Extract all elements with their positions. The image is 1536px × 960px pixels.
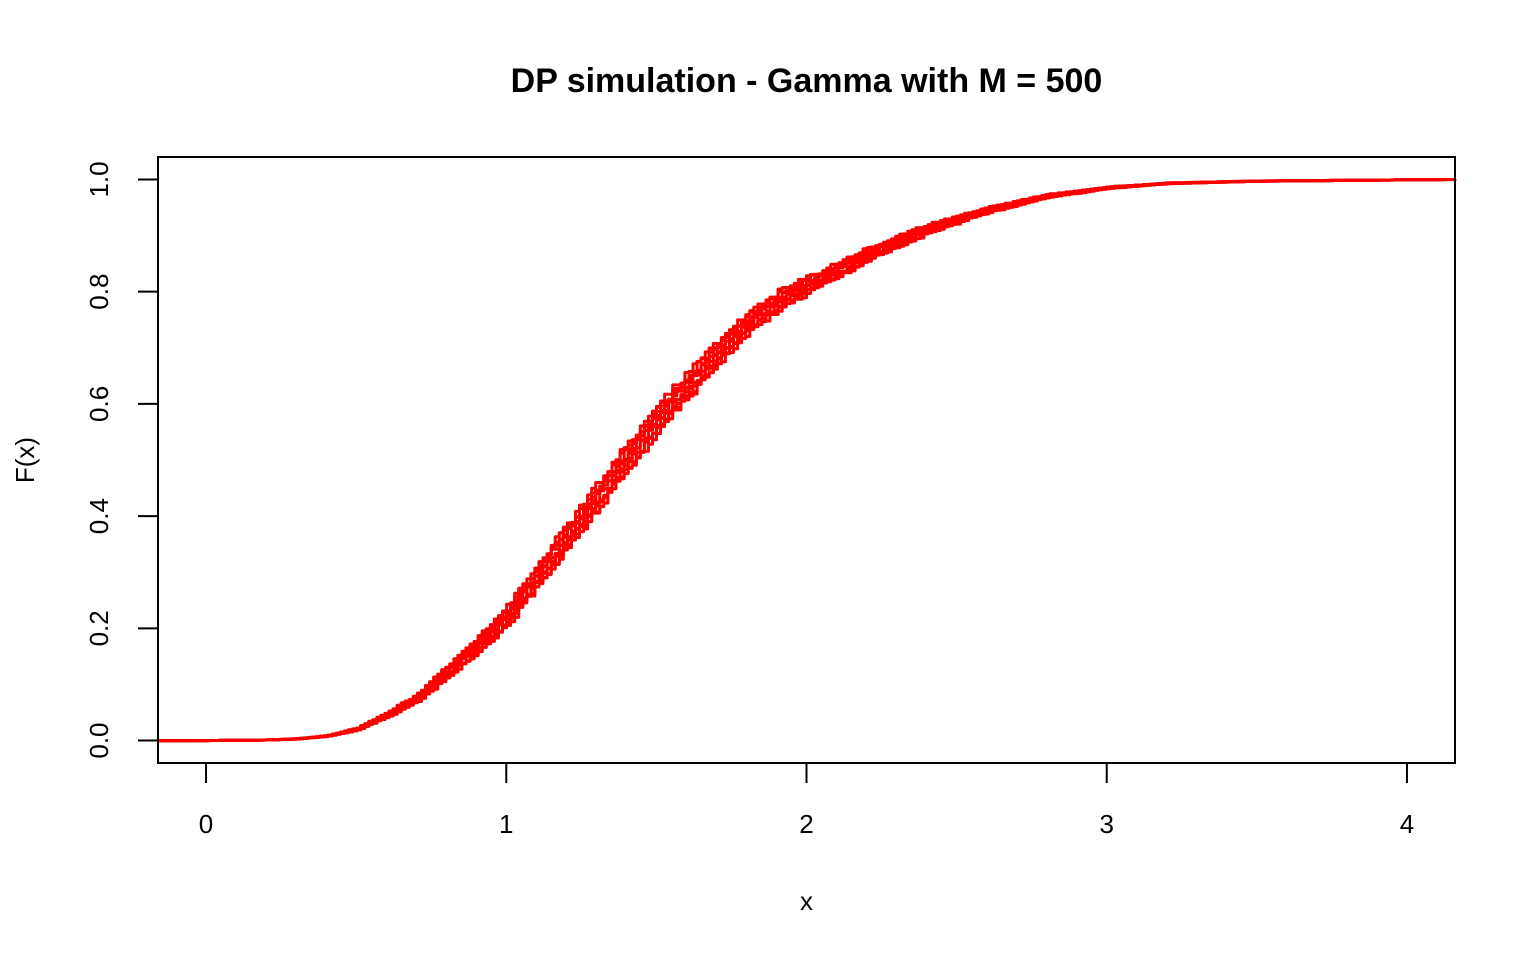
x-tick-label: 1 xyxy=(499,809,513,839)
x-tick-label: 2 xyxy=(799,809,813,839)
x-tick-label: 3 xyxy=(1099,809,1113,839)
y-tick-label: 0.8 xyxy=(84,274,114,310)
series-line xyxy=(158,178,1457,743)
series-line xyxy=(158,178,1457,743)
y-tick-label: 0.6 xyxy=(84,386,114,422)
x-tick-label: 4 xyxy=(1400,809,1414,839)
y-axis: 0.0 0.2 0.4 0.6 0.8 1.0 xyxy=(84,161,159,759)
series-group xyxy=(158,178,1457,743)
x-tick-label: 0 xyxy=(199,809,213,839)
x-axis-label: x xyxy=(800,886,813,916)
y-tick-label: 0.4 xyxy=(84,498,114,534)
series-line xyxy=(158,178,1457,743)
chart-title: DP simulation - Gamma with M = 500 xyxy=(511,62,1103,100)
x-axis: 0 1 2 3 4 xyxy=(199,762,1414,839)
y-tick-label: 0.0 xyxy=(84,722,114,758)
y-tick-label: 1.0 xyxy=(84,161,114,197)
y-axis-label: F(x) xyxy=(10,437,40,483)
series-line xyxy=(158,178,1457,743)
y-tick-label: 0.2 xyxy=(84,610,114,646)
series-line xyxy=(158,178,1457,743)
series-line xyxy=(158,178,1457,743)
series-line xyxy=(158,178,1457,743)
series-line xyxy=(158,178,1457,743)
series-line xyxy=(158,178,1457,743)
plot-frame xyxy=(157,156,1456,764)
series-line xyxy=(158,178,1457,743)
